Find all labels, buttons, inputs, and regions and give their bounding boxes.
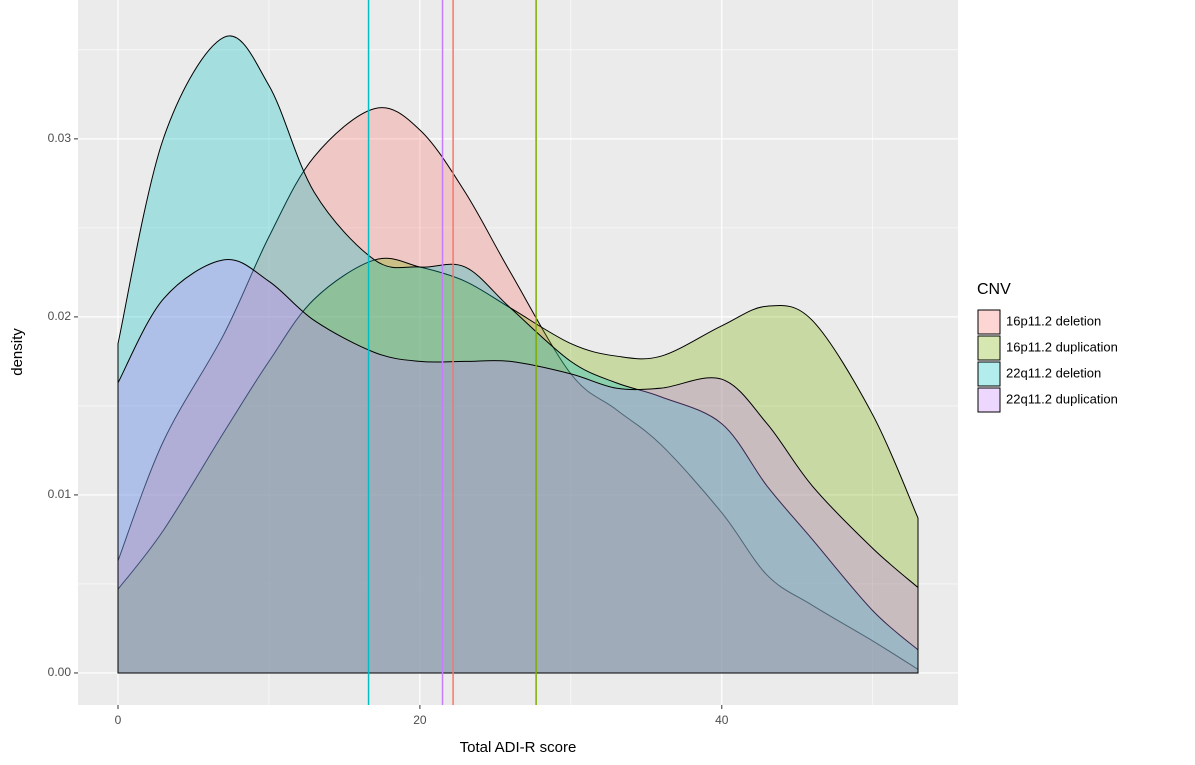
legend-key xyxy=(977,387,1001,413)
y-tick-label: 0.01 xyxy=(48,487,72,501)
legend-title: CNV xyxy=(977,281,1011,298)
legend-key xyxy=(977,309,1001,335)
y-axis-title: density xyxy=(9,328,26,376)
x-tick-label: 20 xyxy=(413,713,427,727)
density-area xyxy=(117,259,919,674)
panel xyxy=(78,0,958,705)
legend-label: 16p11.2 deletion xyxy=(1006,313,1101,328)
density-area xyxy=(117,107,919,674)
legend-label: 16p11.2 duplication xyxy=(1006,339,1118,354)
mean-lines xyxy=(367,0,537,705)
density-area xyxy=(117,35,919,674)
x-tick-label: 40 xyxy=(715,713,729,727)
legend-key xyxy=(977,335,1001,361)
y-tick-label: 0.00 xyxy=(48,665,72,679)
x-tick-label: 0 xyxy=(115,713,122,727)
y-tick-label: 0.03 xyxy=(48,131,72,145)
legend-key xyxy=(977,361,1001,387)
y-tick-label: 0.02 xyxy=(48,309,72,323)
areas xyxy=(117,35,919,674)
axes: 0 20 40 0.00 0.01 0.02 0.03 xyxy=(48,131,729,727)
legend: CNV 16p11.2 deletion 16p11.2 duplication 2… xyxy=(977,281,1118,413)
x-axis-title: Total ADI-R score xyxy=(460,739,577,756)
legend-label: 22q11.2 duplication xyxy=(1006,391,1118,406)
legend-label: 22q11.2 deletion xyxy=(1006,365,1101,380)
